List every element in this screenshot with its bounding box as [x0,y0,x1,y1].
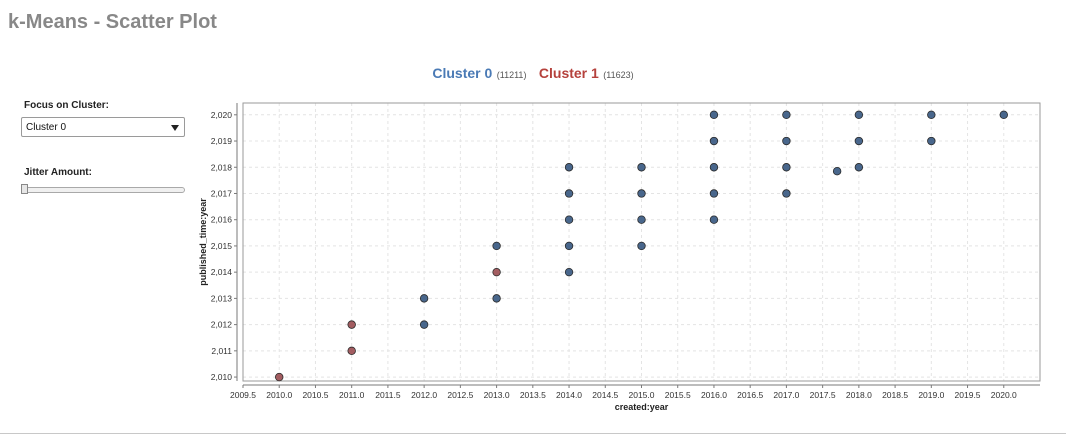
y-tick-label: 2,011 [211,346,232,356]
data-point-cluster-0 [492,294,501,303]
data-point-cluster-0 [709,110,719,120]
slider-thumb[interactable] [21,184,28,194]
data-point-cluster-0 [854,110,864,120]
data-point-cluster-0 [419,320,429,329]
data-point-cluster-0 [782,136,791,146]
x-tick-label: 2014.5 [592,390,618,400]
data-point-cluster-0 [927,110,936,120]
y-tick-label: 2,015 [211,241,233,251]
x-tick-label: 2009.5 [230,390,256,400]
x-tick-label: 2016.0 [701,390,727,400]
x-tick-label: 2012.5 [447,390,473,400]
data-point-cluster-0 [854,136,864,146]
focus-cluster-label: Focus on Cluster: [24,100,110,111]
y-tick-label: 2,017 [211,188,233,198]
x-tick-label: 2019.5 [955,390,981,400]
jitter-amount-label: Jitter Amount: [24,167,92,178]
x-tick-label: 2019.0 [918,390,944,400]
y-tick-label: 2,019 [211,136,233,146]
x-tick-label: 2018.5 [882,390,908,400]
data-point-cluster-0 [709,136,719,146]
x-tick-label: 2010.0 [266,390,292,400]
y-tick-label: 2,014 [211,267,233,277]
x-tick-label: 2013.0 [484,390,510,400]
data-point-cluster-0 [637,241,646,251]
legend-name: Cluster 1 [538,65,599,81]
data-point-cluster-0 [709,215,719,224]
x-tick-label: 2017.0 [773,390,799,400]
y-tick-label: 2,012 [211,320,233,330]
y-tick-label: 2,018 [211,162,233,172]
data-point-cluster-0 [709,189,719,198]
focus-cluster-select[interactable]: Cluster 0 [21,117,185,137]
x-tick-label: 2014.0 [556,390,582,400]
data-point-cluster-0 [854,163,864,172]
data-point-cluster-0 [564,189,574,198]
y-tick-label: 2,010 [211,372,233,382]
data-point-cluster-0 [927,136,936,146]
x-tick-label: 2015.5 [665,390,691,400]
x-axis-title: created:year [615,402,669,412]
data-point-cluster-0 [637,215,646,224]
x-tick-label: 2012.0 [411,390,437,400]
y-tick-label: 2,013 [211,293,233,303]
chevron-down-icon [171,125,179,131]
data-point-cluster-0 [564,267,574,277]
data-point-cluster-0 [564,241,574,251]
y-tick-label: 2,020 [211,110,233,120]
plot-border [242,102,1041,382]
page-title: k-Means - Scatter Plot [8,11,217,33]
data-point-cluster-0 [782,189,791,198]
legend-count: (11211) [496,70,527,80]
data-point-cluster-1 [275,372,284,382]
data-point-cluster-0 [564,215,574,224]
focus-cluster-value: Cluster 0 [26,122,67,133]
jitter-slider[interactable] [21,184,185,194]
x-tick-label: 2020.0 [991,390,1017,400]
data-point-cluster-0 [564,163,574,172]
x-tick-label: 2011.5 [375,390,401,400]
legend-count: (11623) [603,70,634,80]
x-tick-label: 2018.0 [846,390,872,400]
legend-item-cluster-1[interactable]: Cluster 1 (11623) [539,65,634,83]
x-tick-label: 2016.5 [737,390,763,400]
data-point-cluster-1 [492,267,501,277]
divider [0,433,1066,434]
data-point-cluster-0 [832,166,842,176]
data-point-cluster-0 [782,163,791,172]
y-axis-title: published_time:year [198,198,208,286]
x-tick-label: 2010.5 [302,390,328,400]
data-point-cluster-1 [347,320,356,329]
data-point-cluster-0 [709,163,719,172]
legend-name: Cluster 0 [432,65,493,81]
x-tick-label: 2011.0 [339,390,365,400]
data-point-cluster-0 [492,241,501,251]
data-point-cluster-0 [637,163,646,172]
x-tick-label: 2013.5 [520,390,546,400]
data-point-cluster-0 [782,110,791,120]
x-tick-label: 2015.0 [629,390,655,400]
data-point-cluster-0 [637,189,646,198]
legend-item-cluster-0[interactable]: Cluster 0 (11211) [432,65,526,83]
chart-legend: Cluster 0 (11211) Cluster 1 (11623) [0,65,1066,83]
data-point-cluster-0 [999,110,1008,120]
data-point-cluster-0 [419,294,429,303]
x-tick-label: 2017.5 [810,390,836,400]
controls-panel: Focus on Cluster: Cluster 0 Jitter Amoun… [21,100,191,194]
y-tick-label: 2,016 [211,215,233,225]
data-point-cluster-1 [347,346,356,356]
